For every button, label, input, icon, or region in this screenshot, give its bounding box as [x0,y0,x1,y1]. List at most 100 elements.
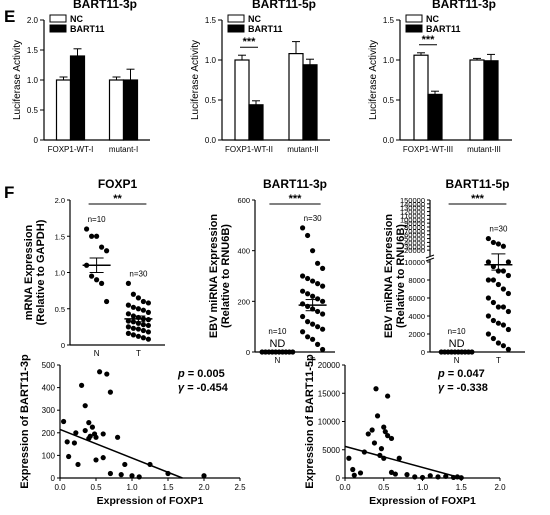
nd-label: ND [449,338,465,350]
y-tick-label: 1.5 [383,16,395,25]
y-tick-label: 4000 [408,312,425,321]
y-axis-label: Expression of BART11-3p [19,354,31,489]
data-point [145,336,151,342]
data-point [61,418,67,425]
data-point [125,280,131,286]
data-point [100,455,106,461]
data-point [300,273,306,279]
bar [248,104,264,141]
data-point [373,386,379,392]
data-point [357,470,364,476]
data-point [310,293,316,299]
data-point [500,304,506,310]
bar [302,64,318,141]
data-point [505,308,511,315]
data-point [82,427,88,434]
data-point [305,232,311,239]
y-axis-label: Luciferase Activity [12,40,23,120]
group-n-label: n=30 [304,214,323,223]
data-point [388,469,395,475]
data-point [427,473,433,479]
data-point [485,331,491,337]
y-tick-label: 0 [34,136,39,145]
bar [108,79,125,141]
x-tick-label: 1.5 [162,483,174,492]
y-tick-label: 2.0 [27,16,39,25]
y-tick-label: 70000 [404,227,425,236]
data-point [485,259,491,265]
data-point [315,341,321,347]
scatter-chart-bart11-3p: BART11-3p 0 200 400 600 EBV miRNA Expression(… [208,177,335,365]
data-point [500,243,506,249]
y-axis-label: Luciferase Activity [190,40,201,120]
y-tick-label: 10000 [404,258,425,267]
y-tick-label: 1.0 [383,56,395,65]
y-tick-label: 0 [51,474,56,483]
legend-label: BART11 [70,24,105,34]
stat-r-value: = -0.454 [187,382,229,394]
data-point [495,281,501,288]
significance-label: *** [422,34,436,46]
data-point [505,259,511,265]
data-point [145,329,151,335]
data-point [99,280,105,286]
data-point [107,470,113,477]
y-tick-label: 1.5 [205,16,217,25]
y-tick-label: 0.0 [383,136,395,145]
data-point [388,435,395,442]
x-tick-label: 1.0 [417,483,429,492]
data-point [93,434,99,440]
y-axis-label: Expression of BART11-5p [304,354,316,489]
y-axis-label: EBV miRNA Expression [383,214,395,339]
data-point [66,453,72,460]
x-tick-label: mutant-III [467,145,501,154]
significance-label: *** [289,193,303,205]
data-point [82,403,88,409]
data-point [64,439,70,445]
x-tick-label: N [275,356,281,365]
data-point [396,455,402,461]
y-tick-label: 10000 [318,418,341,427]
panel-f-letter: F [4,183,14,202]
chart-title: BART11-3p [432,0,496,11]
x-tick-label: 0.5 [378,483,390,492]
y-tick-label: 30000 [404,242,425,251]
data-point [104,248,110,254]
axis-break-gap [426,256,434,260]
panel-e-letter: E [4,7,15,26]
bar [69,55,86,141]
y-axis-label-2: (Relative to GAPDH) [35,219,47,325]
data-point [125,324,131,330]
x-tick-label: 1.5 [456,483,468,492]
y-tick-label: 90000 [404,219,425,228]
data-point [315,324,321,330]
data-point [505,326,511,333]
x-tick-label: N [94,349,100,358]
correlation-chart-5p: 0 5000 10000 15000 20000 0.0 0.5 1.0 1.5 2.0 Expre… [304,354,506,507]
data-point [125,311,131,317]
axis-break-mark [425,254,435,259]
bar [483,60,499,141]
data-point [310,321,316,327]
significance-label: ** [113,193,122,205]
data-point [135,295,141,301]
y-tick-label: 100 [42,451,56,460]
data-point [315,281,321,287]
data-point [118,472,124,478]
data-point [365,431,371,437]
correlation-chart-3p: 0 100 200 300 400 500 0.0 0.5 1.0 1.5 2.0 2.5 Expres… [19,354,246,507]
data-point [310,248,316,254]
data-point [75,461,81,468]
y-tick-label: 0 [61,341,65,350]
stat-p-symbol: p [177,368,188,380]
group-n-label: n=10 [448,327,467,336]
data-point [315,260,321,266]
nd-label: ND [269,338,285,350]
y-tick-label: 100000 [400,215,425,224]
y-tick-label: 2000 [408,330,425,339]
y-tick-label: 0.5 [55,305,65,314]
data-point [490,239,496,246]
data-point [305,291,311,297]
x-tick-label: FOXP1-WT-I [48,145,94,154]
data-point [443,473,449,479]
